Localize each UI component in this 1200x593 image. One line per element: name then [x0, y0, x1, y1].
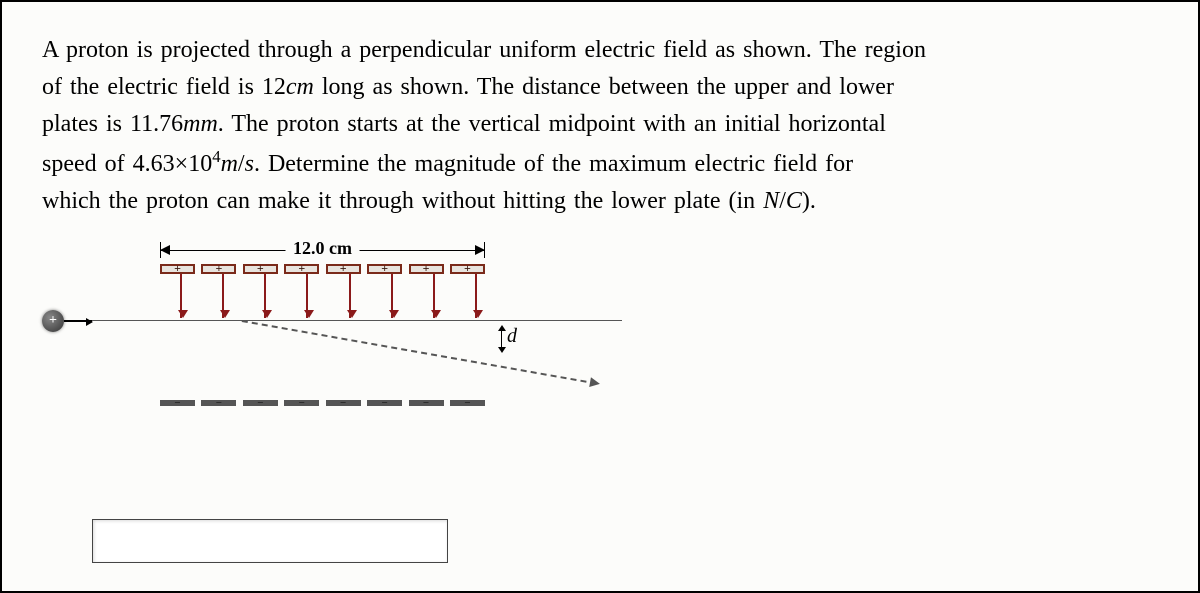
text-line-4a: speed of [42, 151, 133, 177]
text-line-5a: which the proton can make it through wit… [42, 188, 763, 214]
d-bar [501, 330, 502, 348]
field-arrow-icon [433, 274, 435, 318]
top-plate: + + + + + + + + [160, 264, 485, 274]
midline [52, 320, 622, 321]
dimension-label: 12.0 cm [285, 238, 360, 259]
d-label: d [507, 325, 517, 348]
speed-base: 10 [188, 151, 212, 177]
plate-segment: + [367, 264, 402, 274]
field-arrow-icon [264, 274, 266, 318]
field-arrow-icon [391, 274, 393, 318]
dim-tick-right [484, 242, 485, 258]
plate-segment: + [160, 264, 195, 274]
plate-segment: − [243, 400, 278, 406]
text-line-5b: ). [802, 188, 816, 214]
text-line-2b: long as shown. The distance between the … [314, 74, 894, 100]
d-dimension-arrows [496, 325, 506, 353]
field-arrow-icon [475, 274, 477, 318]
speed-times: × [175, 151, 189, 177]
arrow-up-icon [498, 325, 506, 331]
dimension-line: 12.0 cm [160, 240, 485, 260]
plate-segment: − [160, 400, 195, 406]
field-arrows [160, 274, 485, 322]
plate-segment: + [409, 264, 444, 274]
length-unit: cm [286, 74, 314, 100]
text-line-3a: plates is [42, 111, 130, 137]
proton-velocity-arrow-icon [64, 320, 92, 322]
plate-segment: + [450, 264, 485, 274]
speed-unit-s: s [245, 151, 254, 177]
text-line-2a: of the electric field is [42, 74, 262, 100]
field-arrow-icon [306, 274, 308, 318]
problem-page: A proton is projected through a perpendi… [0, 0, 1200, 593]
unit-c: C [786, 188, 802, 214]
text-line-4b: . Determine the magnitude of the maximum… [254, 151, 853, 177]
plate-segment: + [201, 264, 236, 274]
plate-segment: − [201, 400, 236, 406]
plate-segment: + [326, 264, 361, 274]
problem-statement: A proton is projected through a perpendi… [42, 32, 1158, 220]
plate-segment: − [284, 400, 319, 406]
plate-segment: + [284, 264, 319, 274]
field-arrow-icon [222, 274, 224, 318]
unit-n: N [763, 188, 779, 214]
trajectory-arrow-icon [589, 377, 601, 389]
text-line-3b: . The proton starts at the vertical midp… [218, 111, 886, 137]
gap-unit: mm [183, 111, 218, 137]
proton-icon: + [42, 310, 64, 332]
answer-input[interactable] [92, 519, 448, 563]
field-arrow-icon [349, 274, 351, 318]
speed-exp: 4 [212, 147, 220, 166]
capacitor-diagram: 12.0 cm + + + + + + + + [92, 230, 692, 430]
text-line-1: A proton is projected through a perpendi… [42, 37, 926, 63]
speed-coeff: 4.63 [133, 151, 175, 177]
field-arrow-icon [180, 274, 182, 318]
plate-segment: + [243, 264, 278, 274]
speed-unit-m: m [221, 151, 238, 177]
length-value: 12 [262, 74, 286, 100]
arrow-down-icon [498, 347, 506, 353]
gap-value: 11.76 [130, 111, 183, 137]
